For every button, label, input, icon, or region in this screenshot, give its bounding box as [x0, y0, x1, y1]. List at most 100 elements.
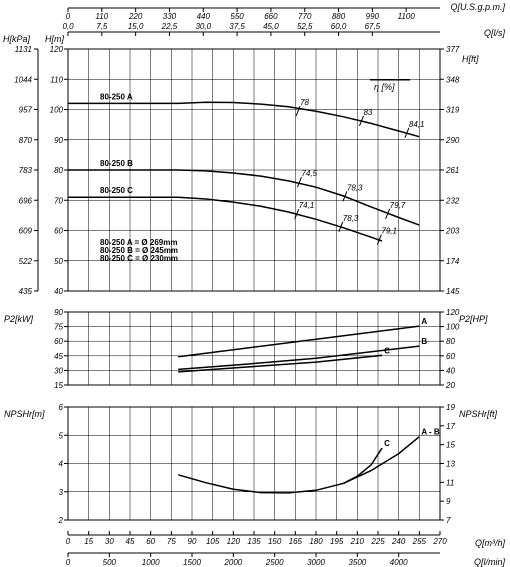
efficiency-value: 79,7 — [390, 201, 406, 210]
tick-label-lmin: 3000 — [307, 558, 325, 567]
tick-label-left: 2 — [58, 516, 64, 525]
efficiency-value: 79,1 — [381, 227, 397, 236]
tick-label-right: 9 — [446, 497, 451, 506]
tick-label-left: 5 — [59, 431, 64, 440]
tick-label-right: 377 — [446, 45, 460, 54]
tick-label-ls: 30,0 — [195, 22, 211, 31]
efficiency-mark — [294, 208, 300, 220]
curve-power-a — [178, 325, 420, 358]
tick-label-right: 60 — [446, 352, 455, 361]
efficiency-mark — [297, 176, 302, 188]
tick-label-left: 4 — [59, 460, 64, 469]
series-label: A — [421, 317, 427, 326]
axis-label-left: NPSHr[m] — [4, 409, 45, 419]
tick-label-kpa: 696 — [19, 196, 33, 205]
tick-label-m3h: 165 — [289, 537, 303, 546]
impeller-note: 80-250 C = Ø 230mm — [100, 254, 178, 263]
tick-label-right: 348 — [446, 75, 460, 84]
tick-label-left: 100 — [50, 106, 64, 115]
tick-label-m3h: 150 — [268, 537, 282, 546]
efficiency-value: 74,1 — [299, 201, 315, 210]
axis-label-right: NPSHr[ft] — [459, 409, 498, 419]
axis-label-left: H[m] — [45, 34, 64, 44]
tick-label-right: 120 — [446, 308, 460, 317]
tick-label-usgpm: 660 — [264, 12, 278, 21]
efficiency-mark — [404, 127, 410, 138]
impeller-note: 80-250 A = Ø 269mm — [100, 238, 177, 247]
tick-label-kpa: 870 — [19, 136, 33, 145]
tick-label-usgpm: 110 — [95, 12, 108, 21]
tick-label-left: 40 — [54, 287, 63, 296]
tick-label-right: 11 — [446, 478, 454, 487]
tick-label-usgpm: 1100 — [398, 12, 416, 21]
tick-label-m3h: 255 — [412, 537, 427, 546]
axis-label-right: P2[HP] — [459, 314, 488, 324]
tick-label-kpa: 1131 — [15, 45, 32, 54]
tick-label-left: 6 — [59, 403, 64, 412]
tick-label-right: 261 — [445, 166, 459, 175]
tick-label-right: 232 — [445, 196, 460, 205]
tick-label-left: 60 — [54, 227, 63, 236]
tick-label-left: 75 — [54, 323, 63, 332]
tick-label-m3h: 105 — [206, 537, 220, 546]
efficiency-value: 84,1 — [409, 120, 425, 129]
series-label: C — [384, 346, 390, 355]
tick-label-m3h: 45 — [126, 537, 135, 546]
tick-label-kpa: 435 — [19, 287, 33, 296]
curve-power-c — [178, 354, 383, 373]
panel-frame-npshr — [67, 406, 441, 521]
tick-label-ls: 37,5 — [229, 22, 245, 31]
efficiency-value: 78,3 — [343, 214, 359, 223]
efficiency-mark — [338, 221, 344, 233]
tick-label-kpa: 783 — [19, 166, 33, 175]
tick-label-usgpm: 990 — [366, 12, 380, 21]
axis-label-m3h: Q[m³/h] — [475, 538, 506, 548]
curve-npshr-c — [343, 447, 383, 484]
tick-label-right: 100 — [446, 323, 460, 332]
tick-label-right: 319 — [446, 106, 460, 115]
tick-label-lmin: 2000 — [223, 558, 242, 567]
tick-label-left: 70 — [54, 196, 63, 205]
tick-label-lmin: 4000 — [390, 558, 408, 567]
panel-frame-power — [67, 311, 441, 386]
series-label: 80-250 B — [100, 159, 133, 168]
curve-head-80-250-b — [68, 169, 420, 226]
tick-label-m3h: 210 — [350, 537, 365, 546]
tick-label-ls: 15,0 — [128, 22, 144, 31]
curve-head-80-250-c — [68, 196, 383, 242]
tick-label-m3h: 240 — [391, 537, 406, 546]
axis-label-ls: Q[l/s] — [484, 28, 506, 38]
axis-label-kpa: H[kPa] — [3, 34, 31, 44]
tick-label-left: 110 — [50, 75, 63, 84]
curve-head-80-250-a — [68, 101, 420, 138]
tick-label-m3h: 135 — [247, 537, 261, 546]
tick-label-m3h: 30 — [105, 537, 114, 546]
tick-label-left: 50 — [54, 257, 63, 266]
tick-label-ls: 52,5 — [297, 22, 313, 31]
curve-power-b — [178, 345, 420, 371]
efficiency-mark — [342, 191, 348, 202]
tick-label-left: 3 — [59, 488, 64, 497]
tick-label-ls: 60,0 — [331, 22, 347, 31]
tick-label-ls: 45,0 — [263, 22, 279, 31]
axis-label-usgpm: Q[U.S.g.p.m.] — [450, 2, 505, 12]
tick-label-kpa: 609 — [19, 227, 33, 236]
tick-label-usgpm: 550 — [230, 12, 244, 21]
tick-label-left: 90 — [54, 136, 63, 145]
tick-label-usgpm: 770 — [298, 12, 312, 21]
tick-label-m3h: 0 — [66, 537, 71, 546]
efficiency-mark — [295, 105, 301, 117]
tick-label-ls: 22,5 — [161, 22, 178, 31]
tick-label-lmin: 3500 — [348, 558, 366, 567]
tick-label-ls: 67,5 — [365, 22, 381, 31]
tick-label-right: 145 — [446, 287, 460, 296]
efficiency-label: η [%] — [374, 82, 395, 92]
tick-label-lmin: 500 — [103, 558, 117, 567]
tick-label-m3h: 270 — [432, 537, 447, 546]
axis-label-right: H[ft] — [462, 54, 479, 64]
tick-label-m3h: 180 — [309, 537, 323, 546]
tick-label-right: 7 — [446, 516, 451, 525]
efficiency-mark — [359, 115, 364, 127]
tick-label-left: 15 — [54, 381, 63, 390]
